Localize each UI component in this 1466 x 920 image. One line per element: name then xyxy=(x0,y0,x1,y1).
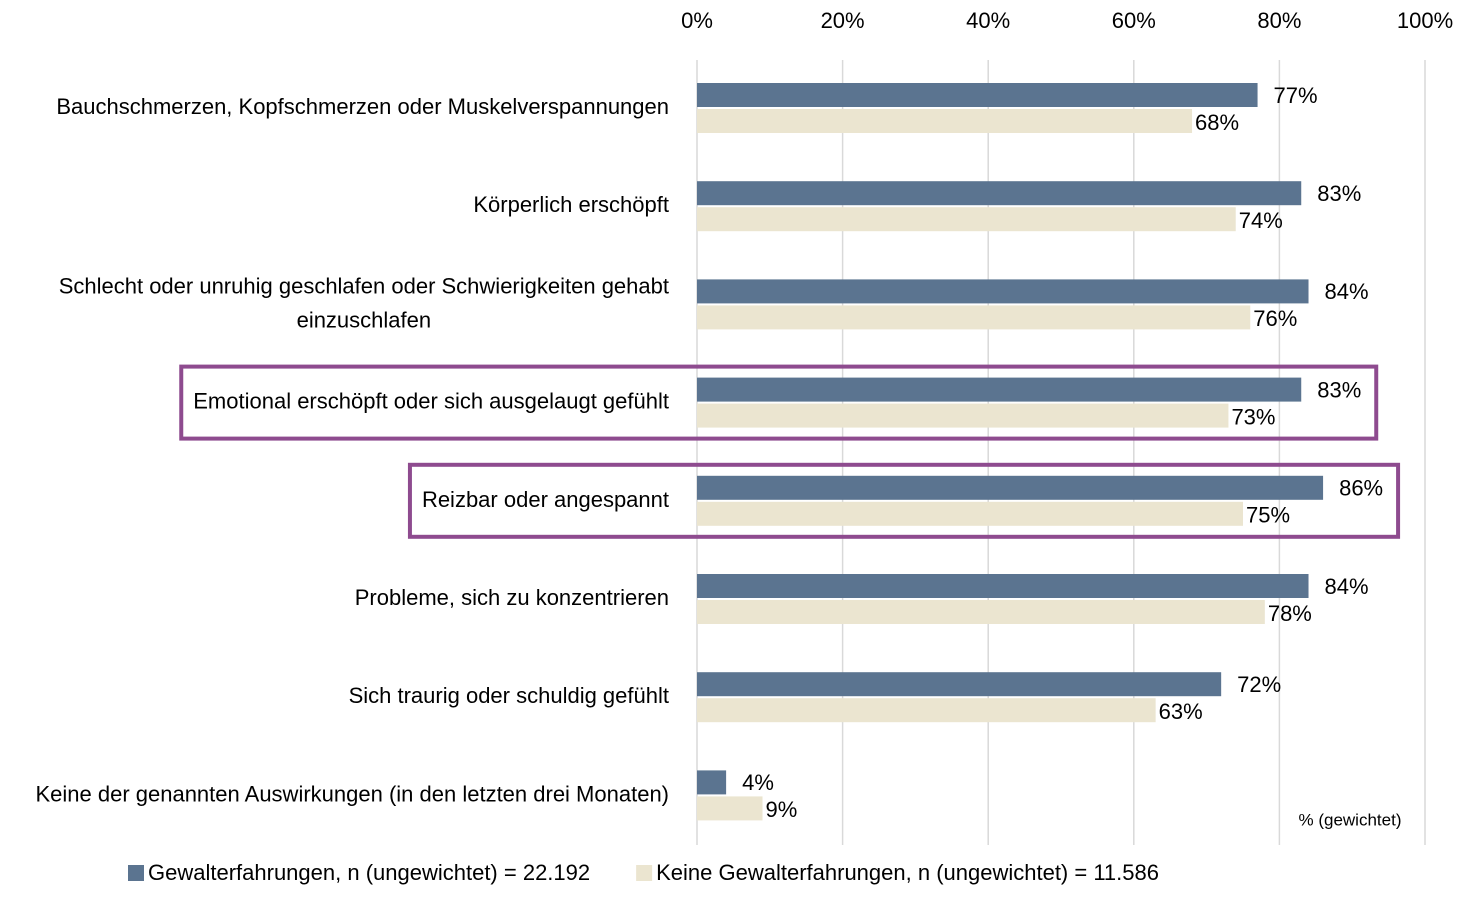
category-label: Reizbar oder angespannt xyxy=(422,487,669,512)
bar xyxy=(697,403,1229,428)
bar xyxy=(697,574,1309,598)
bar xyxy=(697,83,1258,107)
bar xyxy=(697,475,1324,500)
bar xyxy=(697,600,1265,624)
value-label: 9% xyxy=(766,797,798,822)
bar xyxy=(697,672,1222,697)
category-label: Probleme, sich zu konzentrieren xyxy=(355,585,669,610)
highlight-box xyxy=(179,364,1379,441)
value-label: 83% xyxy=(1317,181,1361,206)
legend-swatch xyxy=(636,865,653,881)
value-label: 84% xyxy=(1325,574,1369,599)
bar xyxy=(697,279,1309,304)
value-label: 86% xyxy=(1339,476,1383,501)
annotation: % (gewichtet) xyxy=(1299,810,1402,829)
category-label: Schlecht oder unruhig geschlafen oder Sc… xyxy=(59,273,669,332)
x-tick-label: 0% xyxy=(681,8,713,33)
bars xyxy=(697,83,1324,821)
value-label: 76% xyxy=(1253,306,1297,331)
category-label: Keine der genannten Auswirkungen (in den… xyxy=(35,781,669,806)
value-label: 83% xyxy=(1317,377,1361,402)
category-label: Bauchschmerzen, Kopfschmerzen oder Muske… xyxy=(56,94,669,119)
bar xyxy=(697,770,727,795)
legend-label: Keine Gewalterfahrungen, n (ungewichtet)… xyxy=(656,860,1159,885)
bar xyxy=(697,698,1156,723)
bar xyxy=(697,207,1236,232)
value-label: 75% xyxy=(1246,503,1290,528)
x-tick-label: 40% xyxy=(966,8,1010,33)
category-label: Körperlich erschöpft xyxy=(473,192,669,217)
highlight-box xyxy=(407,462,1401,539)
value-label: 68% xyxy=(1195,110,1239,135)
bar xyxy=(697,181,1302,206)
bar xyxy=(697,305,1251,330)
legend-swatch xyxy=(128,865,144,881)
bar xyxy=(697,796,763,821)
bar xyxy=(697,109,1193,133)
x-tick-label: 100% xyxy=(1397,8,1453,33)
bar xyxy=(697,377,1302,402)
x-tick-label: 20% xyxy=(821,8,865,33)
value-label: 4% xyxy=(742,770,774,795)
value-label: 78% xyxy=(1268,601,1312,626)
x-tick-label: 80% xyxy=(1257,8,1301,33)
value-label: 72% xyxy=(1237,672,1281,697)
category-label: Sich traurig oder schuldig gefühlt xyxy=(349,683,669,708)
value-label: 84% xyxy=(1325,279,1369,304)
bar xyxy=(697,501,1243,526)
value-label: 73% xyxy=(1231,404,1275,429)
value-label: 63% xyxy=(1159,699,1203,724)
value-label: 74% xyxy=(1239,208,1283,233)
category-label: Emotional erschöpft oder sich ausgelaugt… xyxy=(193,388,669,413)
value-label: 77% xyxy=(1274,83,1318,108)
x-tick-label: 60% xyxy=(1112,8,1156,33)
legend-label: Gewalterfahrungen, n (ungewichtet) = 22.… xyxy=(148,860,590,885)
